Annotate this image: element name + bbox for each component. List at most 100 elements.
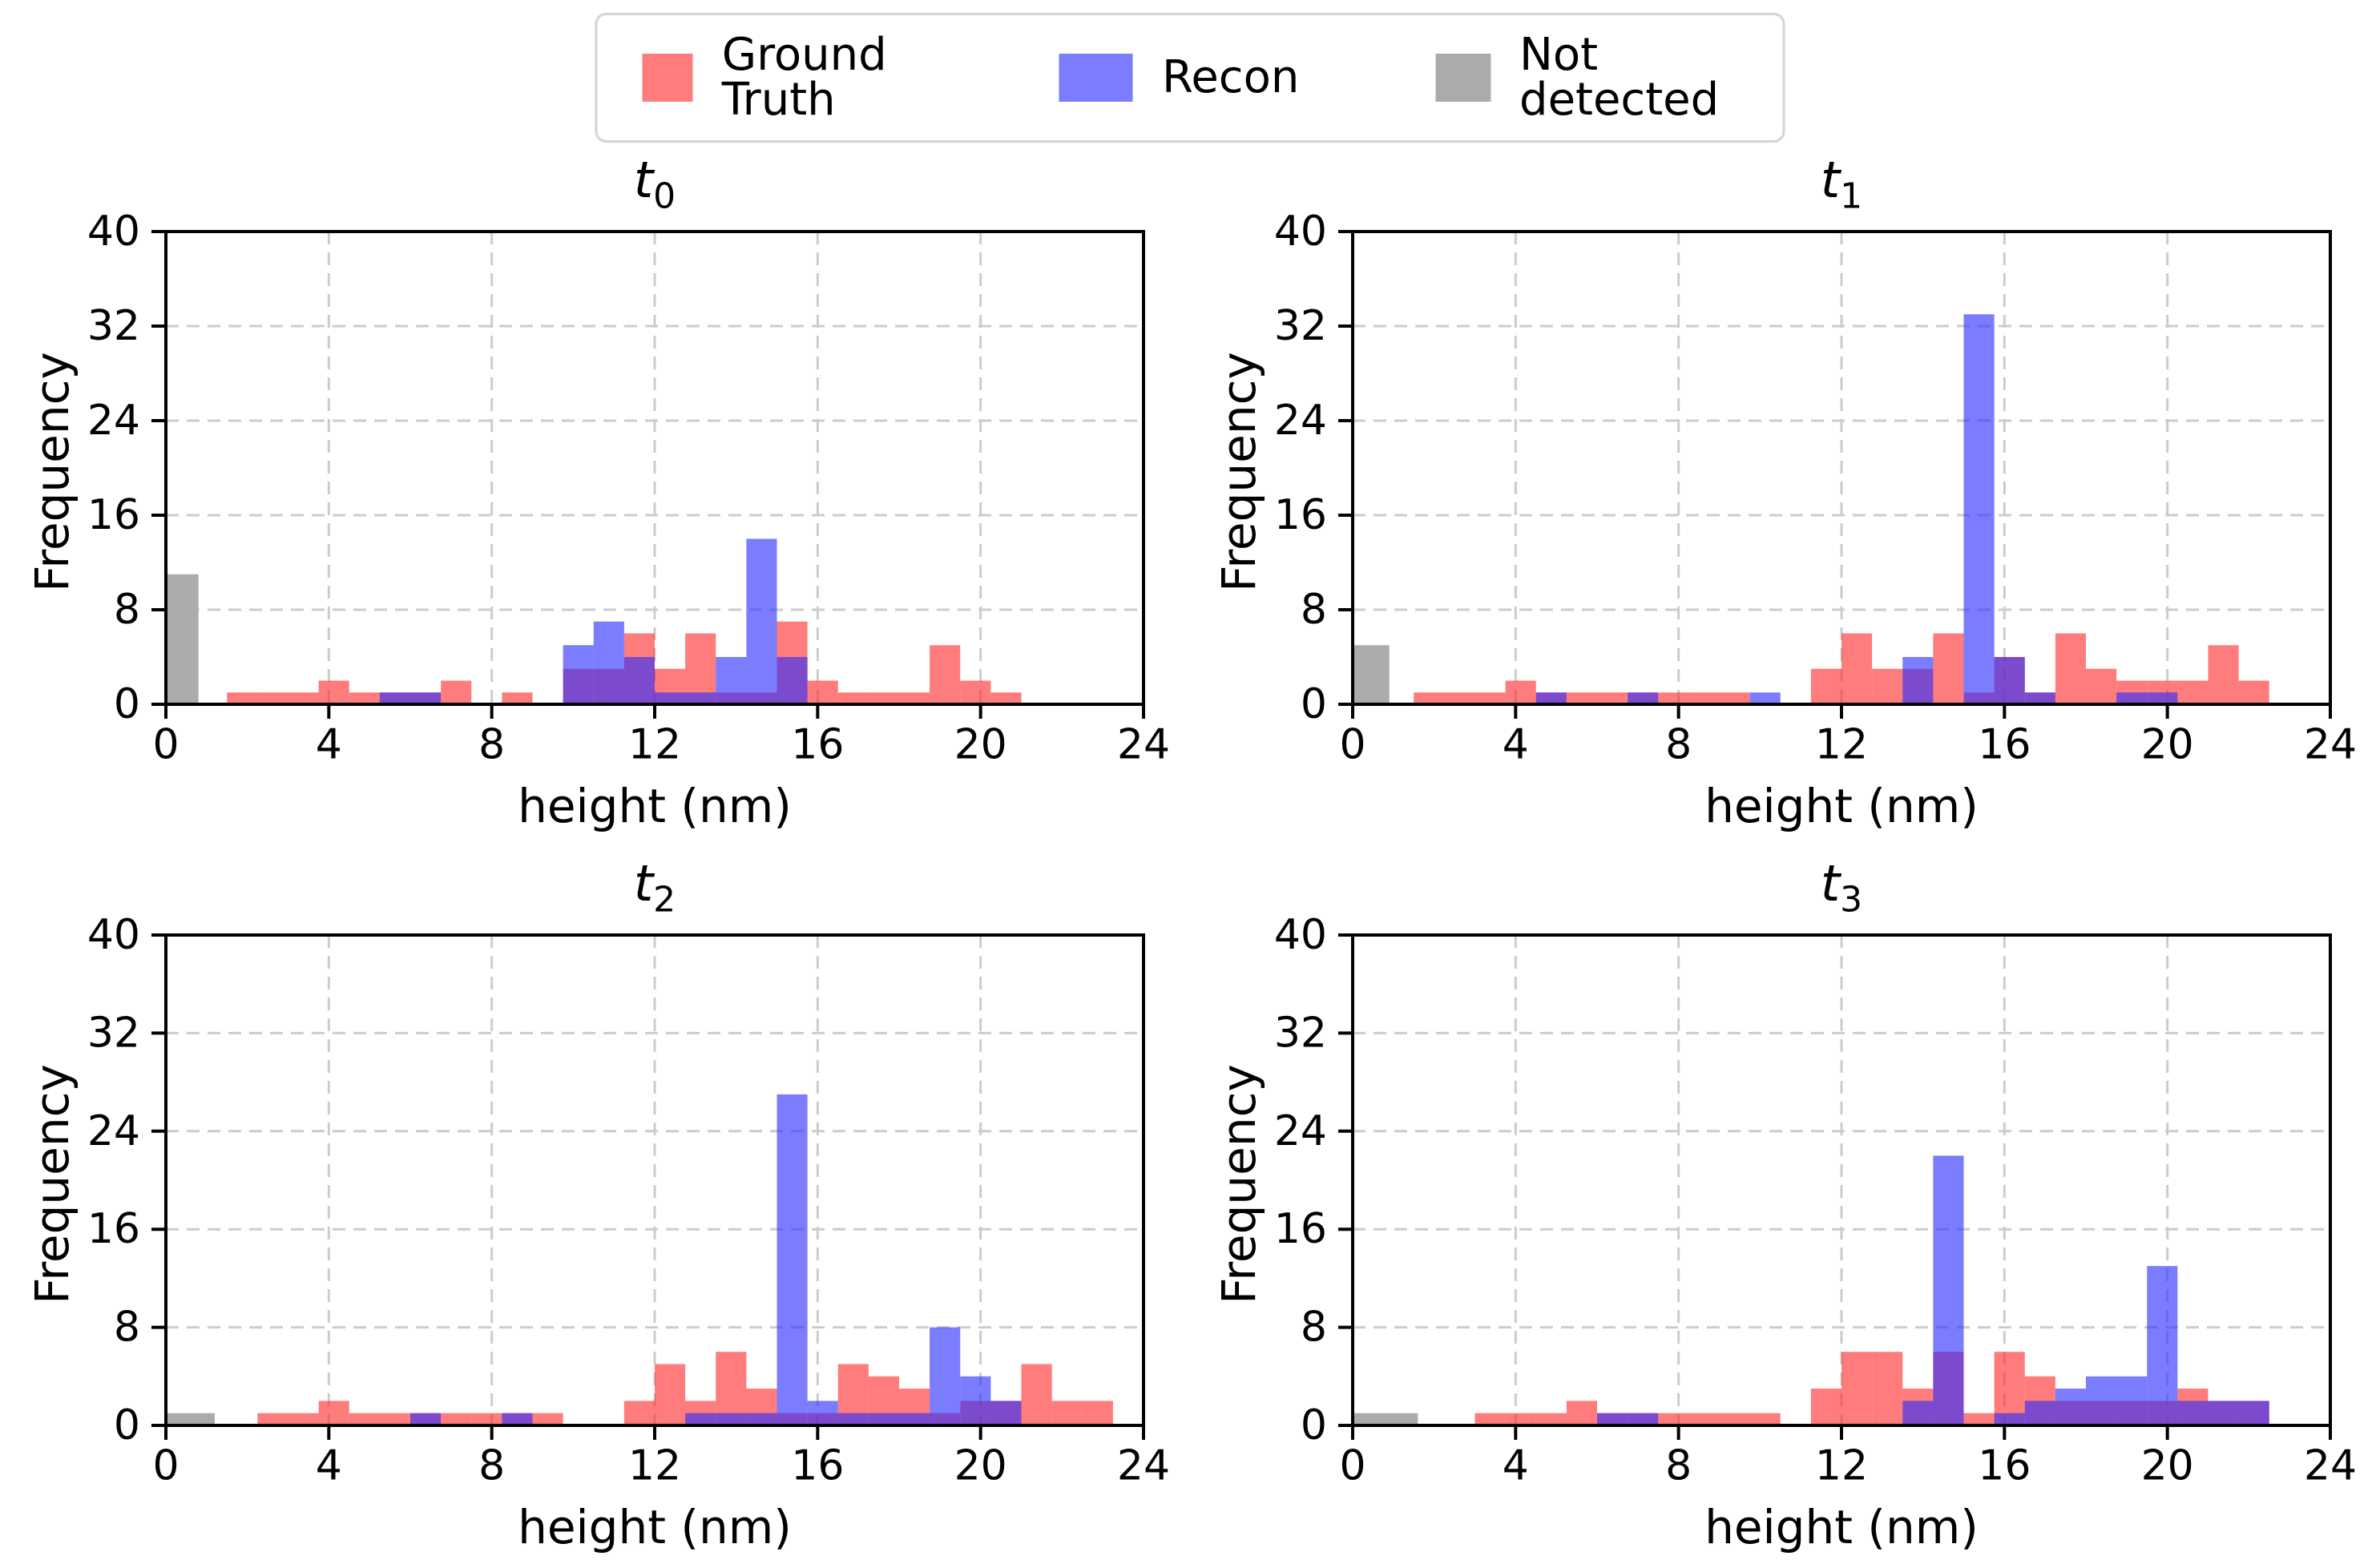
ground-truth-bar <box>1841 633 1873 704</box>
ground-truth-bar <box>1051 1401 1083 1425</box>
ground-truth-bar <box>1719 1413 1750 1425</box>
ground-truth-bar <box>1841 1352 1873 1425</box>
x-tick-label: 24 <box>2304 1442 2357 1490</box>
legend-label: Recon <box>1161 51 1300 103</box>
y-tick-label: 0 <box>114 1401 140 1449</box>
recon-bar <box>2024 692 2055 704</box>
legend: Ground Truth Recon Not detected <box>595 13 1785 143</box>
ground-truth-bar <box>1444 692 1475 704</box>
recon-bar <box>1994 1413 2025 1425</box>
y-tick-label: 24 <box>1274 1107 1327 1155</box>
ground-truth-bar <box>1597 692 1628 704</box>
recon-bar <box>868 1413 899 1425</box>
y-tick-label: 24 <box>87 1107 140 1155</box>
recon-bar <box>1902 657 1934 704</box>
recon-bar <box>807 1401 838 1425</box>
ground-truth-bar <box>1688 692 1720 704</box>
legend-item-not-detected: Not detected <box>1435 33 1737 123</box>
recon-bar <box>716 1413 747 1425</box>
recon-bar <box>410 1413 442 1425</box>
y-tick-label: 24 <box>1274 397 1327 445</box>
recon-bar <box>502 1413 533 1425</box>
legend-item-recon: Recon <box>1059 54 1299 102</box>
ground-truth-bar <box>1810 668 1841 704</box>
ground-truth-bar <box>1719 692 1750 704</box>
x-tick-label: 24 <box>1117 1442 1170 1490</box>
recon-bar <box>2116 692 2148 704</box>
y-tick-label: 16 <box>87 491 140 539</box>
recon-bar <box>746 1413 777 1425</box>
ground-truth-bar <box>1505 1413 1536 1425</box>
recon-bar <box>563 645 594 704</box>
y-tick-label: 24 <box>87 397 140 445</box>
recon-bar <box>2024 1401 2055 1425</box>
not-detected-swatch-icon <box>1435 54 1491 102</box>
ground-truth-bar <box>1474 1413 1506 1425</box>
ground-truth-bar <box>716 1352 747 1425</box>
ground-truth-bar <box>441 1413 472 1425</box>
x-tick-label: 4 <box>1503 721 1529 769</box>
ground-truth-bar <box>257 692 288 704</box>
ground-truth-bar <box>288 1413 319 1425</box>
recon-bar <box>2116 1376 2148 1425</box>
ground-truth-bar <box>2177 680 2209 704</box>
y-tick-label: 16 <box>87 1205 140 1253</box>
ground-truth-bar <box>1872 1352 1903 1425</box>
ground-truth-bar <box>349 692 380 704</box>
subplot-title-t2: t2 <box>633 854 676 921</box>
ground-truth-bar <box>1658 1413 1689 1425</box>
x-tick-label: 4 <box>316 721 342 769</box>
x-tick-label: 0 <box>1339 1442 1365 1490</box>
recon-bar <box>593 621 624 704</box>
y-tick-label: 8 <box>114 1304 140 1352</box>
histogram-plot-t1: 0 4 8 12 16 20 24 0 8 16 24 32 40 <box>1274 208 2357 769</box>
recon-bar <box>410 692 442 704</box>
not-detected-bar <box>166 1413 215 1425</box>
ground-truth-bar <box>2055 633 2086 704</box>
recon-bar <box>1994 657 2025 704</box>
y-tick-label: 8 <box>1301 586 1327 634</box>
recon-bar <box>685 1413 716 1425</box>
subplot-title-t3: t3 <box>1820 854 1863 921</box>
x-tick-label: 24 <box>1117 721 1170 769</box>
y-tick-label: 32 <box>1274 302 1327 350</box>
histogram-plot-t0: 0 4 8 12 16 20 24 0 8 16 24 32 40 <box>87 208 1170 769</box>
ground-truth-bar <box>1658 692 1689 704</box>
x-tick-label: 20 <box>2141 721 2194 769</box>
ground-truth-bar <box>227 692 258 704</box>
x-tick-label: 8 <box>1665 721 1692 769</box>
histogram-plot-t2: 0 4 8 12 16 20 24 0 8 16 24 32 40 <box>87 911 1170 1490</box>
recon-bar <box>777 657 808 704</box>
recon-bar <box>777 1094 808 1425</box>
ground-truth-bar <box>1963 1413 1995 1425</box>
y-tick-label: 0 <box>1301 1401 1327 1449</box>
recon-bar <box>746 538 777 704</box>
ground-truth-bar <box>502 692 533 704</box>
x-tick-label: 12 <box>628 721 681 769</box>
recon-bar <box>1749 692 1781 704</box>
recon-bar <box>1628 692 1659 704</box>
x-tick-label: 16 <box>791 721 844 769</box>
y-axis-label-t0: Frequency <box>25 352 79 592</box>
y-tick-label: 40 <box>1274 208 1327 256</box>
recon-bar <box>623 657 655 704</box>
ground-truth-bar <box>930 645 961 704</box>
recon-bar <box>1902 1401 1934 1425</box>
x-tick-label: 16 <box>1978 1442 2031 1490</box>
x-tick-label: 24 <box>2304 721 2357 769</box>
ground-truth-bar <box>318 680 349 704</box>
recon-bar <box>2238 1401 2269 1425</box>
recon-bar <box>2086 1376 2117 1425</box>
not-detected-bar <box>166 574 199 704</box>
ground-truth-bar <box>1994 1352 2025 1425</box>
x-tick-label: 8 <box>478 1442 505 1490</box>
recon-bar <box>2147 1266 2178 1425</box>
x-tick-label: 4 <box>1503 1442 1529 1490</box>
recon-bar <box>899 1413 930 1425</box>
x-tick-label: 12 <box>628 1442 681 1490</box>
ground-truth-bar <box>288 692 319 704</box>
x-tick-label: 0 <box>152 1442 179 1490</box>
ground-truth-bar <box>960 680 991 704</box>
ground-truth-bar <box>441 680 472 704</box>
